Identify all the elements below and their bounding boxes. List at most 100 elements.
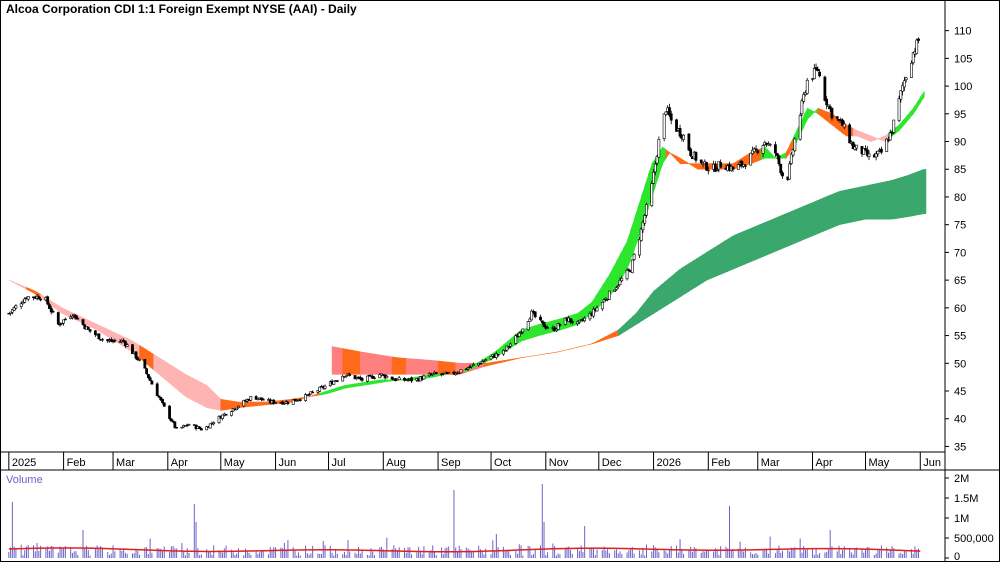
candle-body: [841, 119, 844, 126]
candle-body: [26, 296, 30, 300]
candle-body: [173, 421, 177, 428]
candle-body: [304, 394, 307, 401]
short-term-ma-ribbon: [810, 109, 816, 117]
candle-body: [816, 68, 820, 72]
candle-body: [410, 377, 413, 382]
candle-body: [887, 139, 890, 142]
candle-body: [736, 164, 740, 170]
candle-body: [454, 373, 458, 376]
candle-body: [124, 341, 127, 347]
candle-body: [577, 320, 581, 323]
candle-body: [39, 298, 43, 301]
candle-body: [37, 296, 41, 300]
candle-body: [662, 113, 666, 139]
candle-body: [521, 328, 525, 333]
candle-body: [81, 319, 85, 325]
candle-body: [793, 138, 797, 152]
candle-body: [479, 363, 482, 365]
candle-body: [261, 398, 265, 401]
candle-body: [742, 164, 746, 167]
candle-body: [198, 426, 201, 429]
price-tick-label: 75: [954, 220, 966, 232]
candle-body: [627, 269, 631, 271]
candle-body: [643, 215, 647, 224]
candle-body: [602, 299, 606, 303]
candle-body: [682, 134, 685, 140]
date-tick-label: Dec: [602, 457, 622, 469]
candle-body: [468, 366, 472, 368]
candle-body: [740, 161, 744, 167]
candle-body: [675, 119, 678, 132]
candle-body: [175, 427, 179, 429]
candle-body: [489, 356, 493, 360]
long-term-ma-ribbon: [575, 346, 580, 348]
candle-body: [775, 153, 779, 156]
candle-body: [146, 374, 150, 379]
candle-body: [434, 372, 438, 375]
candle-body: [781, 172, 784, 177]
candle-body: [880, 148, 883, 153]
long-term-ma-ribbon: [572, 347, 577, 349]
candle-body: [910, 62, 913, 78]
volume-tick-label: 1M: [954, 513, 969, 525]
candle-body: [754, 148, 758, 150]
candle-body: [798, 114, 802, 140]
candle-body: [777, 155, 781, 165]
candle-body: [235, 407, 239, 410]
candle-body: [63, 318, 67, 321]
candle-body: [632, 253, 636, 260]
candle-body: [23, 298, 27, 303]
candle-body: [51, 310, 55, 313]
date-tick-label: Feb: [67, 457, 86, 469]
candle-body: [229, 411, 233, 416]
long-term-ma-ribbon: [921, 168, 927, 215]
candle-body: [830, 107, 834, 119]
candle-body: [800, 100, 804, 115]
candle-body: [641, 221, 645, 231]
candle-body: [71, 315, 74, 318]
candle-body: [502, 349, 505, 355]
candle-body: [187, 424, 191, 426]
date-tick-label: Aug: [386, 457, 406, 469]
candle-body: [397, 377, 401, 381]
chart-title: Alcoa Corporation CDI 1:1 Foreign Exempt…: [6, 2, 357, 16]
candle-body: [494, 353, 498, 358]
candle-body: [221, 414, 224, 419]
candle-body: [897, 98, 901, 121]
date-tick-label: Oct: [494, 457, 511, 469]
candle-body: [556, 323, 560, 330]
candle-body: [558, 324, 562, 326]
candle-body: [131, 344, 134, 355]
candle-body: [48, 304, 51, 309]
candle-body: [205, 426, 209, 431]
candle-body: [616, 285, 620, 288]
long-term-ma-ribbon: [519, 357, 524, 359]
candle-body: [406, 379, 410, 381]
candle-body: [526, 321, 530, 330]
date-tick-label: Mar: [116, 457, 135, 469]
candle-body: [390, 376, 394, 380]
price-tick-label: 90: [954, 137, 966, 149]
candle-body: [802, 94, 806, 102]
candle-body: [318, 386, 322, 392]
candle-body: [652, 171, 655, 184]
candle-body: [867, 153, 871, 157]
date-tick-label: May: [224, 457, 245, 469]
date-tick-label: Apr: [171, 457, 188, 469]
candle-body: [607, 290, 611, 300]
candle-body: [148, 377, 152, 381]
long-term-ma-ribbon: [554, 351, 559, 353]
date-tick-label: May: [869, 457, 890, 469]
candle-body: [630, 259, 634, 274]
volume-tick-label: 1.5M: [954, 493, 978, 505]
candle-body: [539, 316, 542, 321]
long-term-ma-ribbon: [586, 344, 591, 346]
candle-body: [49, 307, 53, 313]
candle-body: [159, 396, 163, 401]
candle-body: [595, 307, 599, 312]
candle-body: [72, 314, 76, 316]
long-term-ma-ribbon: [547, 352, 552, 354]
candle-body: [335, 380, 339, 382]
candle-body: [260, 397, 263, 400]
candle-body: [842, 123, 846, 128]
